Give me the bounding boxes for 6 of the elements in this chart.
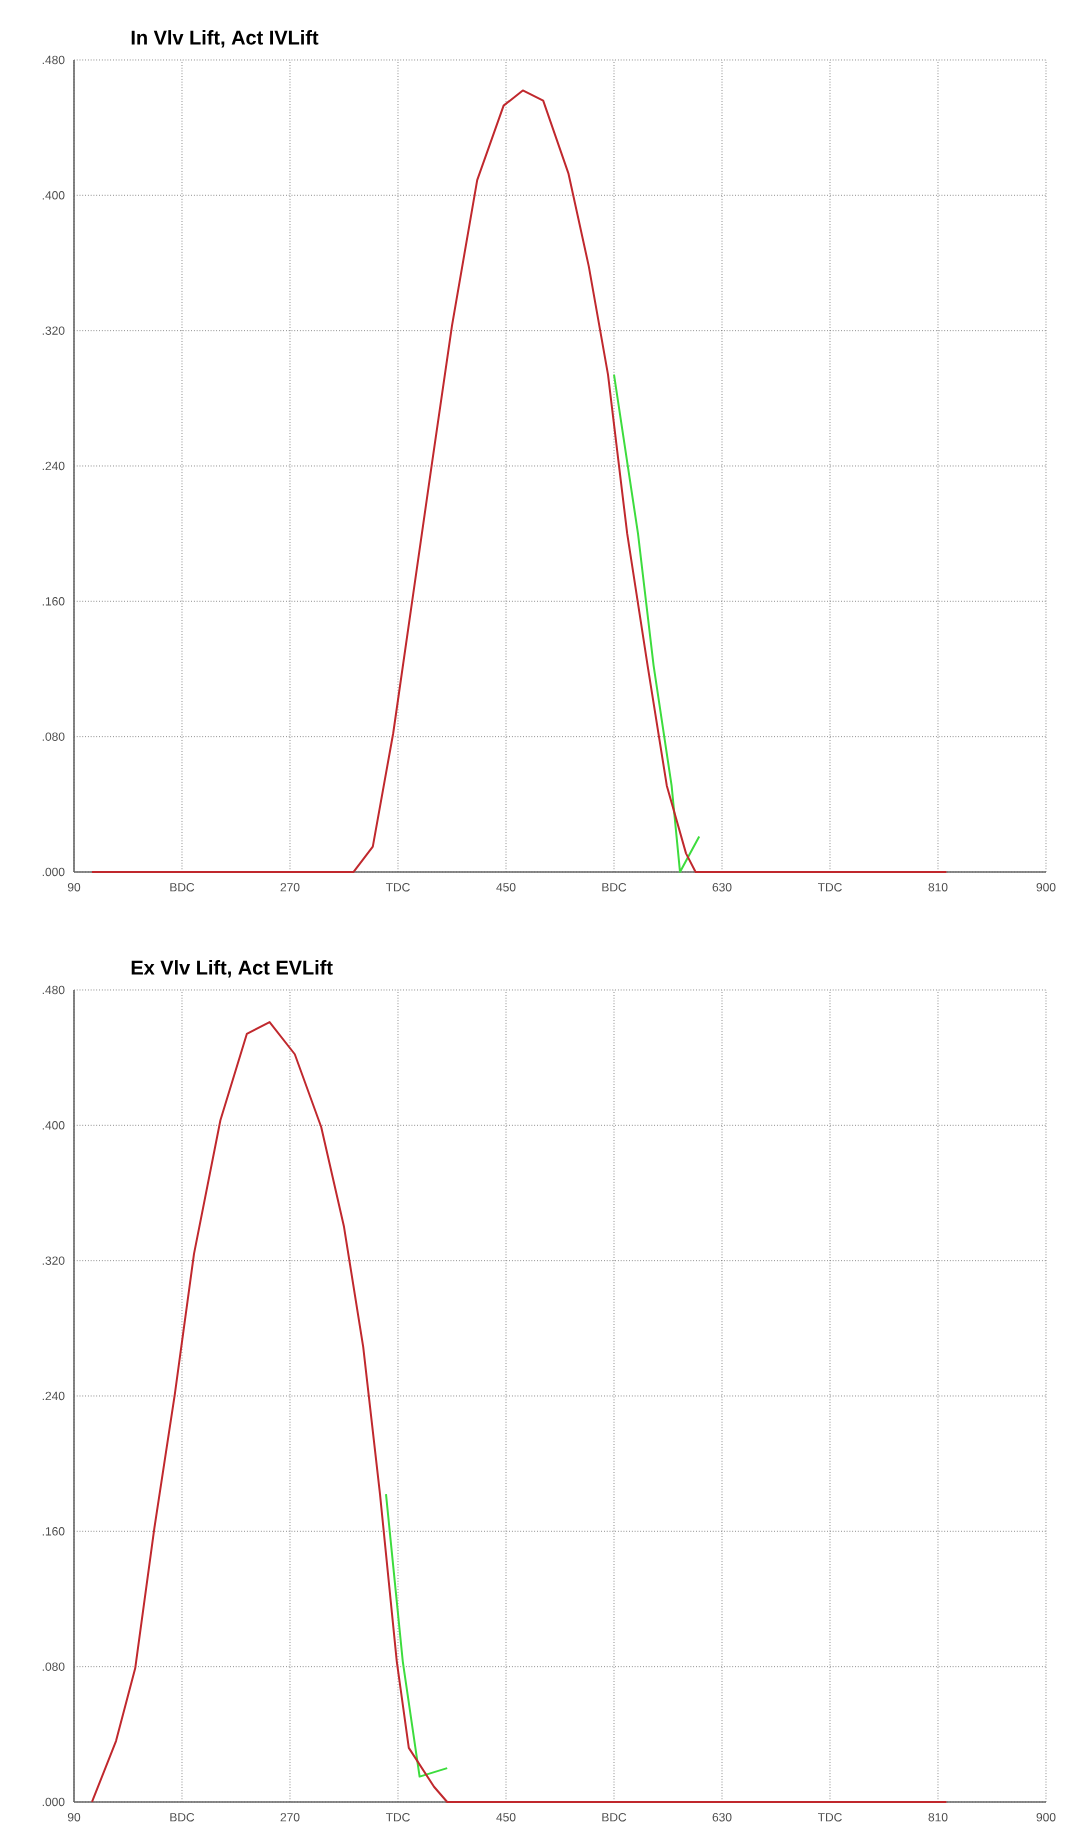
line-series bbox=[91, 89, 948, 873]
line-series bbox=[613, 373, 701, 873]
chart-title: Ex Vlv Lift, Act EVLift bbox=[131, 960, 333, 978]
chart-title: In Vlv Lift, Act IVLift bbox=[131, 30, 319, 48]
line-series bbox=[385, 1493, 449, 1778]
line-series bbox=[91, 1021, 948, 1803]
